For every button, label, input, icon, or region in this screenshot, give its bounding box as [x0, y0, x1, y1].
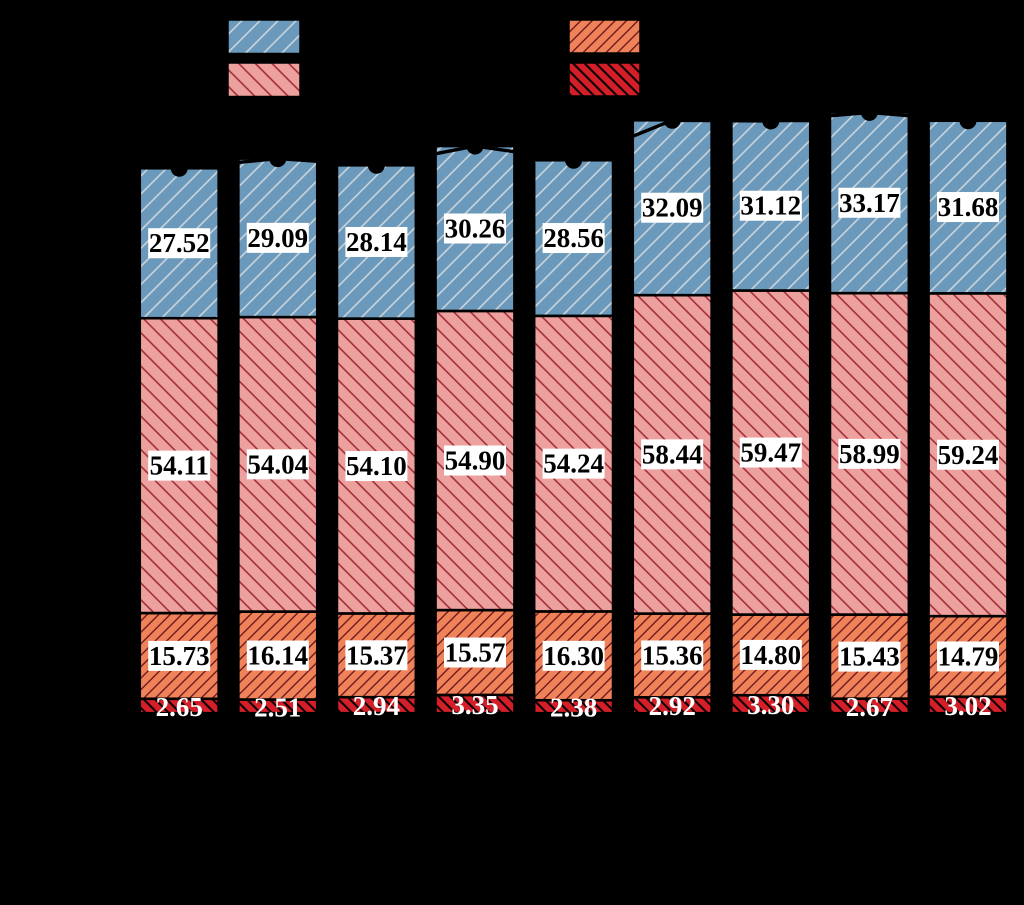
svg-text:3.35: 3.35 — [451, 690, 498, 720]
svg-text:31.68: 31.68 — [938, 192, 999, 222]
svg-text:15.37: 15.37 — [346, 640, 407, 670]
svg-text:2.38: 2.38 — [550, 693, 597, 723]
svg-text:59.24: 59.24 — [938, 440, 999, 470]
svg-text:54.24: 54.24 — [543, 449, 604, 479]
svg-text:2.65: 2.65 — [156, 692, 203, 722]
svg-text:58.44: 58.44 — [642, 439, 703, 469]
svg-text:15.43: 15.43 — [839, 642, 900, 672]
svg-text:28.56: 28.56 — [543, 223, 604, 253]
svg-text:2.94: 2.94 — [353, 691, 400, 721]
svg-text:15.57: 15.57 — [445, 638, 506, 668]
svg-text:16.30: 16.30 — [543, 641, 604, 671]
svg-text:58.99: 58.99 — [839, 439, 900, 469]
svg-text:2.51: 2.51 — [254, 692, 301, 722]
svg-text:27.52: 27.52 — [149, 228, 210, 258]
svg-text:3.30: 3.30 — [747, 690, 794, 720]
svg-text:2.67: 2.67 — [846, 692, 893, 722]
svg-text:54.04: 54.04 — [247, 449, 308, 479]
svg-text:32.09: 32.09 — [642, 193, 703, 223]
svg-text:31.12: 31.12 — [740, 191, 801, 221]
svg-text:54.90: 54.90 — [445, 446, 506, 476]
svg-text:14.79: 14.79 — [938, 641, 999, 671]
svg-text:29.09: 29.09 — [247, 223, 308, 253]
svg-text:28.14: 28.14 — [346, 227, 407, 257]
svg-text:16.14: 16.14 — [247, 641, 308, 671]
svg-text:54.10: 54.10 — [346, 451, 407, 481]
svg-text:33.17: 33.17 — [839, 188, 900, 218]
svg-text:2.92: 2.92 — [649, 691, 696, 721]
svg-text:14.80: 14.80 — [740, 640, 801, 670]
svg-text:59.47: 59.47 — [740, 438, 801, 468]
svg-text:54.11: 54.11 — [150, 451, 209, 481]
svg-text:30.26: 30.26 — [445, 214, 506, 244]
svg-text:3.02: 3.02 — [944, 691, 991, 721]
svg-text:15.36: 15.36 — [642, 640, 703, 670]
svg-text:15.73: 15.73 — [149, 641, 210, 671]
